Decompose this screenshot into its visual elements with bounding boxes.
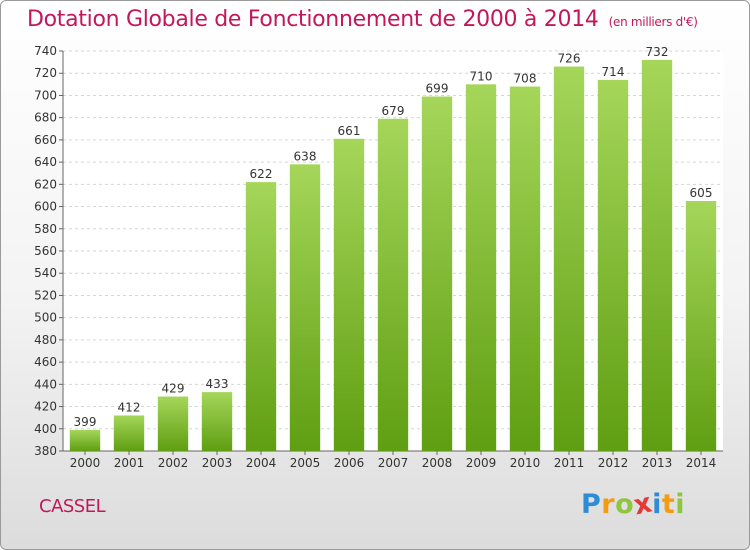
y-tick-label: 720: [34, 66, 57, 80]
x-tick-label: 2007: [378, 456, 409, 470]
y-tick-label: 440: [34, 377, 57, 391]
x-tick-label: 2010: [510, 456, 541, 470]
logo-letter: r: [601, 489, 616, 520]
y-tick-label: 480: [34, 333, 57, 347]
data-label: 412: [118, 400, 141, 414]
y-tick-label: 680: [34, 111, 57, 125]
bar: [289, 164, 321, 452]
data-label: 714: [602, 65, 625, 79]
bar: [333, 138, 365, 451]
data-label: 399: [74, 415, 97, 429]
data-label: 710: [470, 69, 493, 83]
y-tick-label: 400: [34, 422, 57, 436]
x-tick-label: 2002: [158, 456, 189, 470]
bar: [113, 415, 145, 451]
commune-name: CASSEL: [39, 496, 106, 517]
logo-letter: P: [581, 489, 602, 520]
x-tick-label: 2004: [246, 456, 277, 470]
data-label: 708: [514, 72, 537, 86]
logo-letter: i: [652, 489, 662, 520]
bar: [553, 66, 585, 452]
proxiti-logo: Proxiti: [581, 487, 686, 521]
x-tick-label: 2011: [554, 456, 585, 470]
logo-letter: t: [661, 489, 676, 520]
data-label: 661: [338, 124, 361, 138]
y-tick-label: 620: [34, 177, 57, 191]
y-tick-label: 460: [34, 355, 57, 369]
chart-title: Dotation Globale de Fonctionnement de 20…: [27, 7, 698, 32]
data-label: 638: [294, 149, 317, 163]
x-tick-label: 2005: [290, 456, 321, 470]
data-label: 732: [646, 45, 669, 59]
bar: [377, 118, 409, 452]
data-label: 699: [426, 82, 449, 96]
x-tick-label: 2013: [642, 456, 673, 470]
y-tick-label: 580: [34, 222, 57, 236]
x-tick-label: 2003: [202, 456, 233, 470]
data-label: 622: [250, 167, 273, 181]
y-tick-label: 540: [34, 266, 57, 280]
logo-letter: i: [675, 489, 686, 520]
bar: [597, 79, 629, 451]
y-tick-label: 420: [34, 400, 57, 414]
y-tick-label: 500: [34, 311, 57, 325]
bar: [465, 84, 497, 451]
bar: [245, 182, 277, 451]
x-tick-label: 2009: [466, 456, 497, 470]
x-tick-label: 2000: [70, 456, 101, 470]
bar: [201, 392, 233, 451]
x-tick-label: 2014: [686, 456, 717, 470]
y-tick-label: 640: [34, 155, 57, 169]
x-tick-label: 2012: [598, 456, 629, 470]
data-label: 605: [690, 186, 713, 200]
y-tick-label: 600: [34, 200, 57, 214]
data-label: 726: [558, 52, 581, 66]
x-tick-label: 2008: [422, 456, 453, 470]
bar: [685, 201, 717, 451]
y-tick-label: 380: [34, 444, 57, 458]
bar: [641, 59, 673, 452]
chart-title-text: Dotation Globale de Fonctionnement de 20…: [27, 7, 599, 32]
y-tick-label: 660: [34, 133, 57, 147]
data-label: 679: [382, 104, 405, 118]
x-tick-label: 2006: [334, 456, 365, 470]
y-tick-label: 560: [34, 244, 57, 258]
bar: [157, 396, 189, 451]
y-tick-label: 700: [34, 88, 57, 102]
y-tick-label: 740: [34, 44, 57, 58]
data-label: 429: [162, 382, 185, 396]
logo-letter: o: [615, 489, 635, 520]
chart-unit: (en milliers d'€): [608, 15, 698, 29]
x-tick-label: 2001: [114, 456, 145, 470]
bar: [509, 86, 541, 452]
bar: [69, 429, 101, 451]
bar: [421, 96, 453, 452]
y-tick-label: 520: [34, 288, 57, 302]
data-label: 433: [206, 377, 229, 391]
